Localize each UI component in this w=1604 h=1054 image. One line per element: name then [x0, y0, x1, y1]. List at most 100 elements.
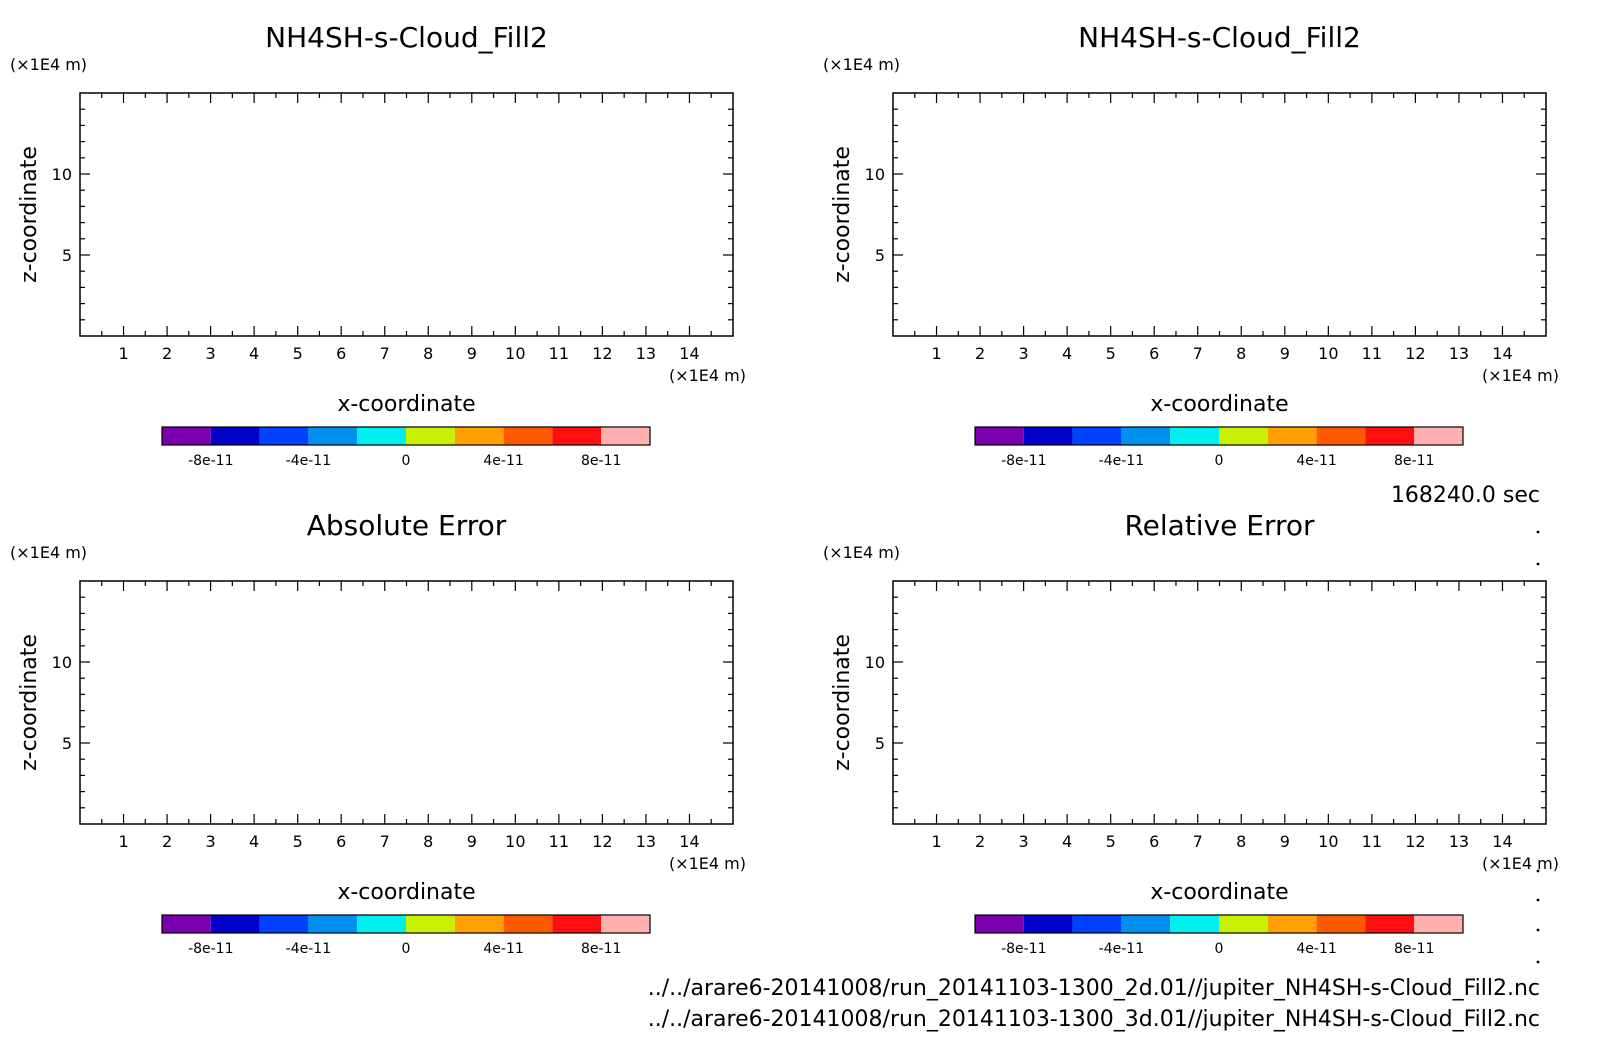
margin-dot — [1536, 960, 1540, 964]
time-label: 168240.0 sec — [1391, 483, 1540, 508]
y-tick-label: 5 — [62, 246, 72, 265]
x-tick-label: 13 — [1449, 832, 1469, 851]
x-tick-label: 13 — [636, 344, 656, 363]
colorbar-tick-label: 0 — [402, 941, 411, 957]
x-tick-label: 4 — [249, 344, 259, 363]
colorbar-tick-label: -8e-11 — [188, 941, 233, 957]
x-tick-label: 12 — [592, 344, 612, 363]
colorbar-segment — [1219, 915, 1268, 933]
source-file-2d: ../../arare6-20141008/run_20141103-1300_… — [648, 976, 1540, 1001]
source-file-3d: ../../arare6-20141008/run_20141103-1300_… — [648, 1007, 1540, 1032]
colorbar-segment — [357, 915, 406, 933]
x-tick-label: 2 — [975, 344, 985, 363]
colorbar-segment — [1121, 427, 1171, 445]
chart-title: Relative Error — [1124, 509, 1315, 542]
x-tick-label: 4 — [249, 832, 259, 851]
colorbar-segment — [601, 915, 650, 933]
colorbar-segment — [259, 915, 309, 933]
x-tick-label: 7 — [1193, 832, 1203, 851]
x-tick-label: 5 — [293, 832, 303, 851]
y-tick-label: 10 — [52, 653, 72, 672]
x-tick-label: 6 — [1149, 344, 1159, 363]
colorbar-segment — [1072, 915, 1122, 933]
x-tick-label: 5 — [1106, 832, 1116, 851]
x-tick-label: 10 — [505, 344, 525, 363]
y-unit-label: (×1E4 m) — [10, 55, 87, 74]
x-tick-label: 10 — [1318, 832, 1338, 851]
colorbar-tick-label: -4e-11 — [1099, 941, 1144, 957]
colorbar-tick-label: 0 — [1215, 453, 1224, 469]
x-unit-label: (×1E4 m) — [1482, 854, 1559, 873]
y-unit-label: (×1E4 m) — [823, 543, 900, 562]
x-tick-label: 10 — [1318, 344, 1338, 363]
colorbar-segment — [1365, 427, 1415, 445]
x-tick-label: 1 — [931, 832, 941, 851]
x-tick-label: 4 — [1062, 344, 1072, 363]
x-tick-label: 13 — [1449, 344, 1469, 363]
plot-area — [892, 92, 1547, 337]
colorbar-segment — [259, 427, 309, 445]
colorbar-tick-label: 4e-11 — [1296, 941, 1336, 957]
colorbar-segment — [1072, 427, 1122, 445]
x-tick-label: 1 — [118, 344, 128, 363]
colorbar-segment — [454, 427, 504, 445]
x-tick-label: 12 — [592, 832, 612, 851]
colorbar-segment — [1170, 427, 1219, 445]
colorbar-tick-label: -4e-11 — [286, 453, 331, 469]
y-axis-label: z-coordinate — [830, 146, 855, 283]
x-tick-label: 3 — [1019, 832, 1029, 851]
x-tick-label: 9 — [467, 832, 477, 851]
colorbar-frame — [161, 426, 651, 446]
chart-title: NH4SH-s-Cloud_Fill2 — [1078, 21, 1361, 54]
y-tick-label: 10 — [865, 653, 885, 672]
colorbar-segment — [1414, 427, 1463, 445]
x-tick-label: 9 — [1280, 344, 1290, 363]
x-tick-label: 13 — [636, 832, 656, 851]
x-tick-label: 5 — [293, 344, 303, 363]
colorbar-segment — [1316, 427, 1366, 445]
colorbar-segment — [454, 915, 504, 933]
colorbar-segment — [406, 427, 455, 445]
x-tick-label: 14 — [1492, 832, 1512, 851]
x-tick-label: 12 — [1405, 344, 1425, 363]
colorbar-segment — [552, 915, 602, 933]
y-unit-label: (×1E4 m) — [823, 55, 900, 74]
x-tick-label: 9 — [1280, 832, 1290, 851]
colorbar-segment — [601, 427, 650, 445]
colorbar-frame — [974, 914, 1464, 934]
colorbar-tick-label: 4e-11 — [1296, 453, 1336, 469]
colorbar-tick-label: 8e-11 — [1394, 941, 1434, 957]
chart-panel-3: Absolute Error(×1E4 m)1 2 3 4 5 6 7 8 9 10 11 12 13 1… — [10, 509, 746, 957]
x-tick-label: 9 — [467, 344, 477, 363]
x-unit-label: (×1E4 m) — [669, 854, 746, 873]
x-tick-label: 10 — [505, 832, 525, 851]
x-tick-label: 7 — [1193, 344, 1203, 363]
x-tick-label: 7 — [380, 344, 390, 363]
colorbar-segment — [1414, 915, 1463, 933]
colorbar-tick-label: 8e-11 — [581, 941, 621, 957]
x-tick-label: 3 — [206, 344, 216, 363]
x-axis-label: x-coordinate — [337, 392, 475, 417]
margin-dot — [1536, 869, 1540, 873]
colorbar-segment — [975, 915, 1024, 933]
plot-area — [892, 580, 1547, 825]
colorbar-segment — [975, 427, 1024, 445]
colorbar-tick-label: -8e-11 — [1001, 453, 1046, 469]
x-tick-label: 6 — [1149, 832, 1159, 851]
colorbar-segment — [503, 915, 553, 933]
y-tick-label: 5 — [875, 734, 885, 753]
x-tick-label: 7 — [380, 832, 390, 851]
x-tick-label: 11 — [549, 344, 569, 363]
x-axis-label: x-coordinate — [1150, 392, 1288, 417]
x-axis-label: x-coordinate — [337, 880, 475, 905]
x-unit-label: (×1E4 m) — [669, 366, 746, 385]
colorbar-segment — [1170, 915, 1219, 933]
y-unit-label: (×1E4 m) — [10, 543, 87, 562]
colorbar-segment — [1219, 427, 1268, 445]
colorbar-tick-label: 0 — [1215, 941, 1224, 957]
x-tick-label: 4 — [1062, 832, 1072, 851]
y-axis-label: z-coordinate — [17, 634, 42, 771]
y-tick-label: 10 — [865, 165, 885, 184]
colorbar-tick-label: -8e-11 — [1001, 941, 1046, 957]
